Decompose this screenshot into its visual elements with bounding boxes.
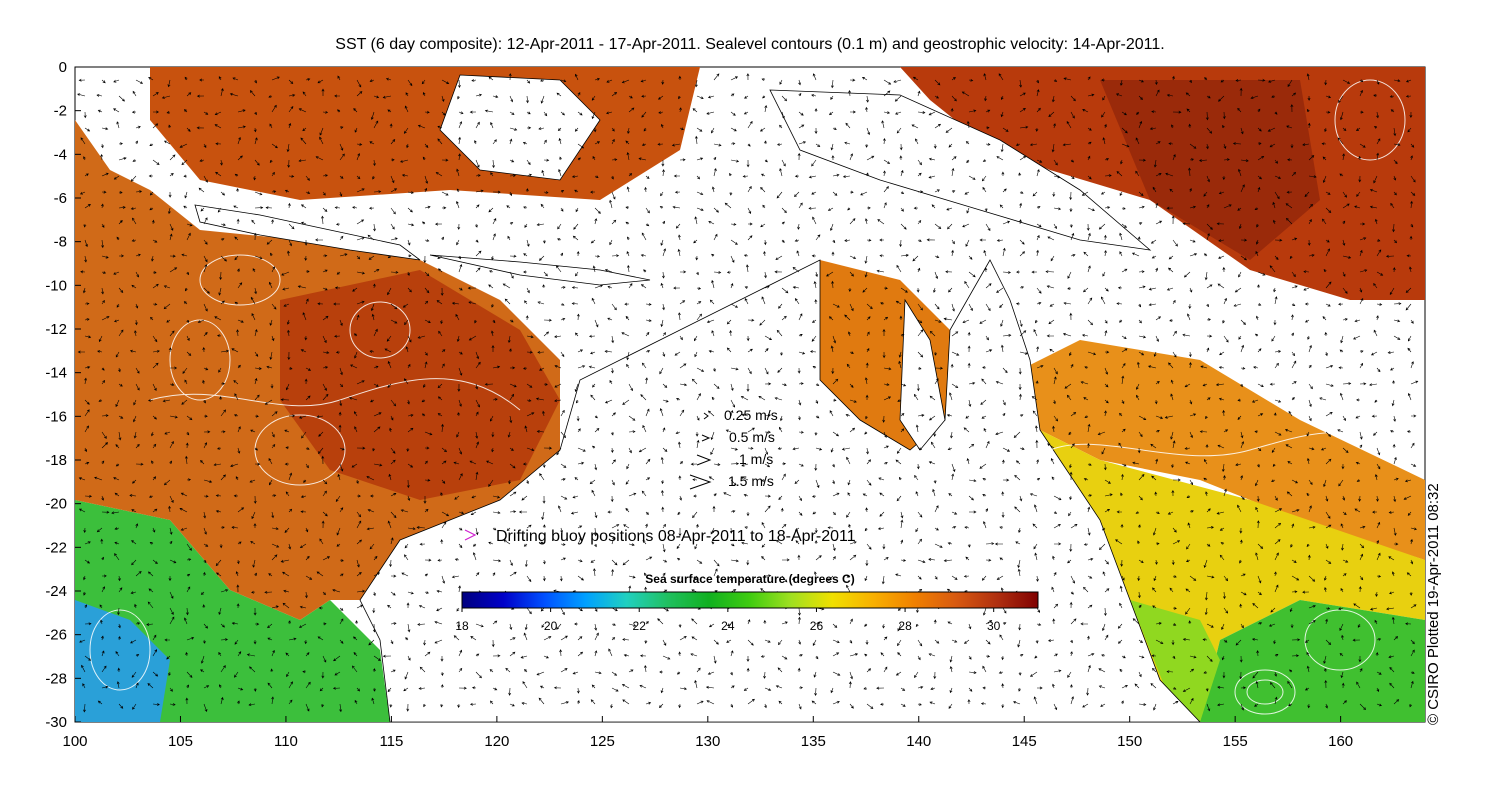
x-tick-label: 100	[62, 733, 87, 750]
credit-line: © CSIRO Plotted 19-Apr-2011 08:32	[1425, 483, 1442, 725]
y-tick-label: -28	[45, 670, 67, 687]
y-tick-label: -18	[45, 452, 67, 469]
contour-ring	[1304, 609, 1376, 671]
y-tick-label: -10	[45, 277, 67, 294]
colorbar-tick-label: 18	[455, 619, 469, 633]
y-tick-label: 0	[59, 59, 67, 76]
x-tick-label: 135	[801, 733, 826, 750]
x-tick-label: 160	[1328, 733, 1353, 750]
colorbar-tick-label: 20	[544, 619, 558, 633]
sst-patch-east-light-green	[1130, 600, 1220, 722]
borneo-island	[439, 74, 601, 181]
sst-patch-north-indo	[150, 67, 700, 200]
buoy-legend-label: Drifting buoy positions 08-Apr-2011 to 1…	[496, 528, 856, 545]
sst-patch-png-hot	[1100, 80, 1320, 260]
contour-ring	[1246, 679, 1284, 705]
velocity-arrow-small	[703, 412, 709, 420]
buoy-marker-icon	[464, 529, 477, 541]
velocity-label: 1.5 m/s	[728, 473, 774, 489]
x-tick-label: 155	[1223, 733, 1248, 750]
map-title: SST (6 day composite): 12-Apr-2011 - 17-…	[335, 36, 1165, 53]
colorbar-title: Sea surface temperature (degrees C)	[645, 572, 854, 586]
velocity-legend: 0.25 m/s 0.5 m/s 1 m/s 1.5 m/s	[689, 407, 778, 490]
velocity-label: 1 m/s	[739, 451, 773, 467]
x-tick-label: 110	[274, 733, 298, 750]
contour-ring	[169, 319, 231, 401]
y-tick-label: -12	[45, 321, 67, 338]
x-tick-label: 105	[168, 733, 193, 750]
y-tick-label: -24	[45, 583, 67, 600]
y-tick-label: -22	[45, 539, 67, 556]
y-tick-label: -4	[54, 146, 67, 163]
y-tick-label: -20	[45, 496, 67, 513]
colorbar-ticks: 18 20 22 24 26 28 30	[455, 608, 1001, 633]
contour-ring	[89, 609, 151, 691]
velocity-arrow-field	[77, 73, 1419, 713]
buoy-legend: Drifting buoy positions 08-Apr-2011 to 1…	[464, 528, 856, 545]
sst-patch-coral-sea	[1000, 340, 1425, 560]
velocity-label: 0.25 m/s	[724, 407, 778, 423]
contour-line	[1049, 432, 1421, 461]
x-tick-label: 120	[484, 733, 509, 750]
x-axis: 100 105 110 115 120 125 130 135 140 145 150 155 160	[62, 716, 1353, 750]
colorbar-tick-label: 30	[987, 619, 1001, 633]
x-tick-label: 140	[906, 733, 931, 750]
y-tick-label: -8	[54, 234, 67, 251]
y-tick-label: -16	[45, 408, 67, 425]
contour-ring	[254, 414, 346, 486]
sst-patch-east-green	[1200, 600, 1425, 722]
colorbar-tick-label: 22	[633, 619, 647, 633]
java-island	[194, 204, 421, 261]
velocity-arrow-medium	[701, 434, 711, 442]
y-tick-label: -2	[54, 103, 67, 120]
x-tick-label: 150	[1117, 733, 1142, 750]
x-tick-label: 125	[590, 733, 615, 750]
new-guinea	[769, 89, 1152, 251]
colorbar-bar	[461, 591, 1039, 609]
colorbar: Sea surface temperature (degrees C) 18 20…	[455, 572, 1039, 633]
contour-ring	[199, 254, 281, 306]
velocity-arrow-large	[696, 454, 712, 466]
lesser-sunda-islands	[429, 254, 651, 286]
sst-patch-south-west-cool	[75, 600, 170, 722]
x-tick-label: 115	[379, 733, 403, 750]
contour-ring	[1334, 79, 1406, 161]
colorbar-tick-label: 28	[898, 619, 912, 633]
colorbar-tick-label: 24	[721, 619, 735, 633]
y-tick-label: -30	[45, 714, 67, 731]
y-tick-label: -14	[45, 365, 67, 382]
velocity-label: 0.5 m/s	[729, 429, 775, 445]
y-axis: 0 -2 -4 -6 -8 -10 -12 -14 -16 -18 -20 -22 -24 -26 -28 -…	[45, 59, 81, 731]
velocity-arrow-xlarge	[689, 474, 712, 490]
contour-ring	[1234, 669, 1296, 715]
y-tick-label: -26	[45, 627, 67, 644]
colorbar-tick-label: 26	[810, 619, 824, 633]
sst-patch-east-yellow	[1040, 430, 1425, 722]
x-tick-label: 130	[695, 733, 720, 750]
y-tick-label: -6	[54, 190, 67, 207]
contour-ring	[349, 301, 411, 359]
velocity-vectors	[77, 73, 1419, 713]
x-tick-label: 145	[1012, 733, 1037, 750]
